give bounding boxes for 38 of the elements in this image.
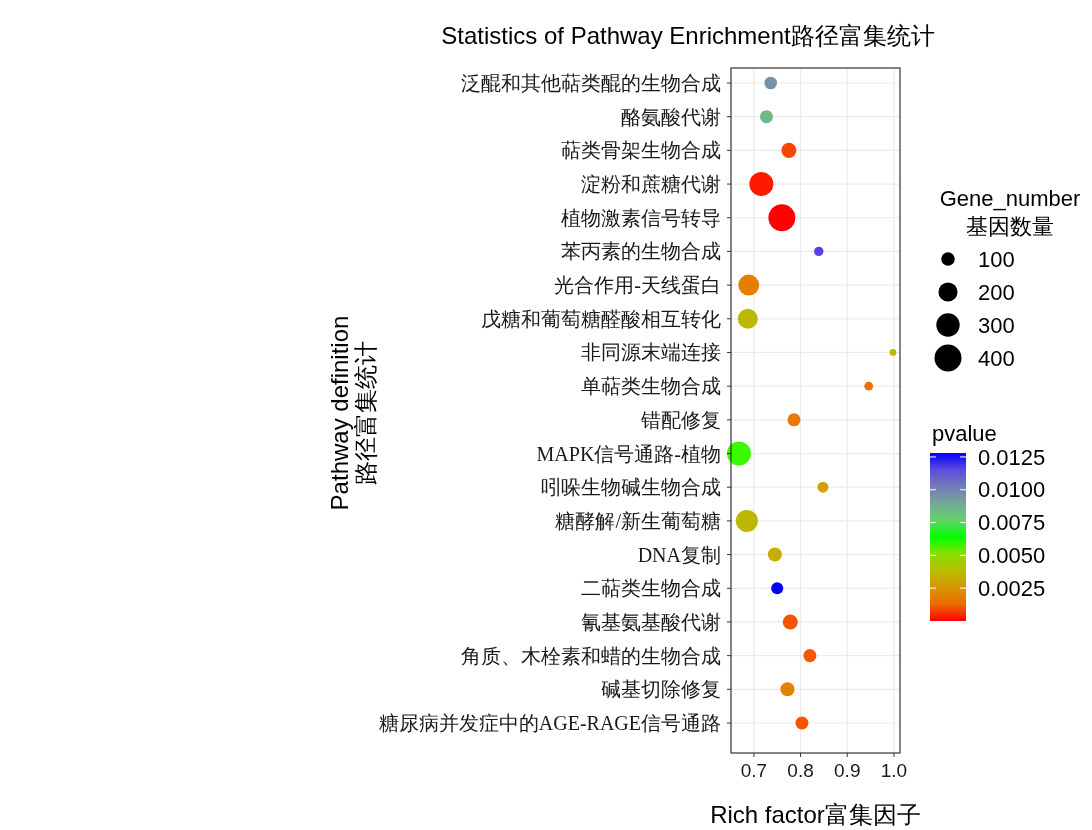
color-bar-label: 0.0075 (978, 510, 1046, 536)
x-axis-title: Rich factor富集因子 (710, 801, 921, 828)
y-tick-label: 非同源末端连接 (581, 341, 721, 364)
y-tick-label: 萜类骨架生物合成 (561, 139, 721, 162)
y-tick-label: 角质、木栓素和蜡的生物合成 (461, 644, 721, 667)
x-tick-label: 0.7 (740, 760, 768, 781)
x-tick-label: 0.8 (787, 760, 814, 781)
y-tick-label: 氰基氨基酸代谢 (581, 610, 721, 633)
color-bar-label: 0.0125 (978, 444, 1046, 470)
color-bar-label: 0.0050 (978, 543, 1046, 569)
y-tick-label: 糖尿病并发症中的AGE-RAGE信号通路 (378, 712, 721, 734)
y-tick-label: 光合作用-天线蛋白 (554, 274, 721, 297)
y-tick-label: 糖酵解/新生葡萄糖 (555, 509, 721, 532)
color-bar-title: pvalue (932, 421, 997, 446)
x-tick-label: 0.9 (834, 760, 861, 781)
legend-label: 100 (978, 246, 1015, 272)
y-tick-label: 植物激素信号转导 (561, 206, 721, 229)
legend-label: 400 (978, 345, 1015, 371)
legend-label: 200 (978, 279, 1015, 305)
y-tick-label: 碱基切除修复 (601, 678, 721, 701)
y-tick-label: 泛醌和其他萜类醌的生物合成 (461, 72, 721, 94)
y-tick-label: 错配修复 (640, 408, 721, 431)
y-tick-label: 淀粉和蔗糖代谢 (581, 173, 721, 196)
color-bar-label: 0.0100 (978, 477, 1046, 503)
y-tick-label: 酪氨酸代谢 (621, 105, 721, 128)
y-tick-label: DNA复制 (637, 543, 721, 566)
legend-label: 300 (978, 312, 1015, 338)
y-tick-label: 吲哚生物碱生物合成 (541, 476, 721, 499)
x-tick-label: 1.0 (880, 760, 908, 781)
y-tick-label: 单萜类生物合成 (581, 375, 721, 398)
chart-title: Statistics of Pathway Enrichment路径富集统计 (441, 22, 935, 49)
y-axis-title: Pathway definition 路径富集统计 (326, 315, 379, 511)
y-tick-label: 戊糖和葡萄糖醛酸相互转化 (481, 307, 721, 330)
color-bar-label: 0.0025 (978, 575, 1046, 601)
y-tick-label: 二萜类生物合成 (581, 577, 721, 600)
y-tick-label: 苯丙素的生物合成 (561, 240, 721, 263)
y-tick-label: MAPK信号通路-植物 (536, 442, 721, 465)
legend-title: Gene_number 基因数量 (939, 186, 1081, 239)
